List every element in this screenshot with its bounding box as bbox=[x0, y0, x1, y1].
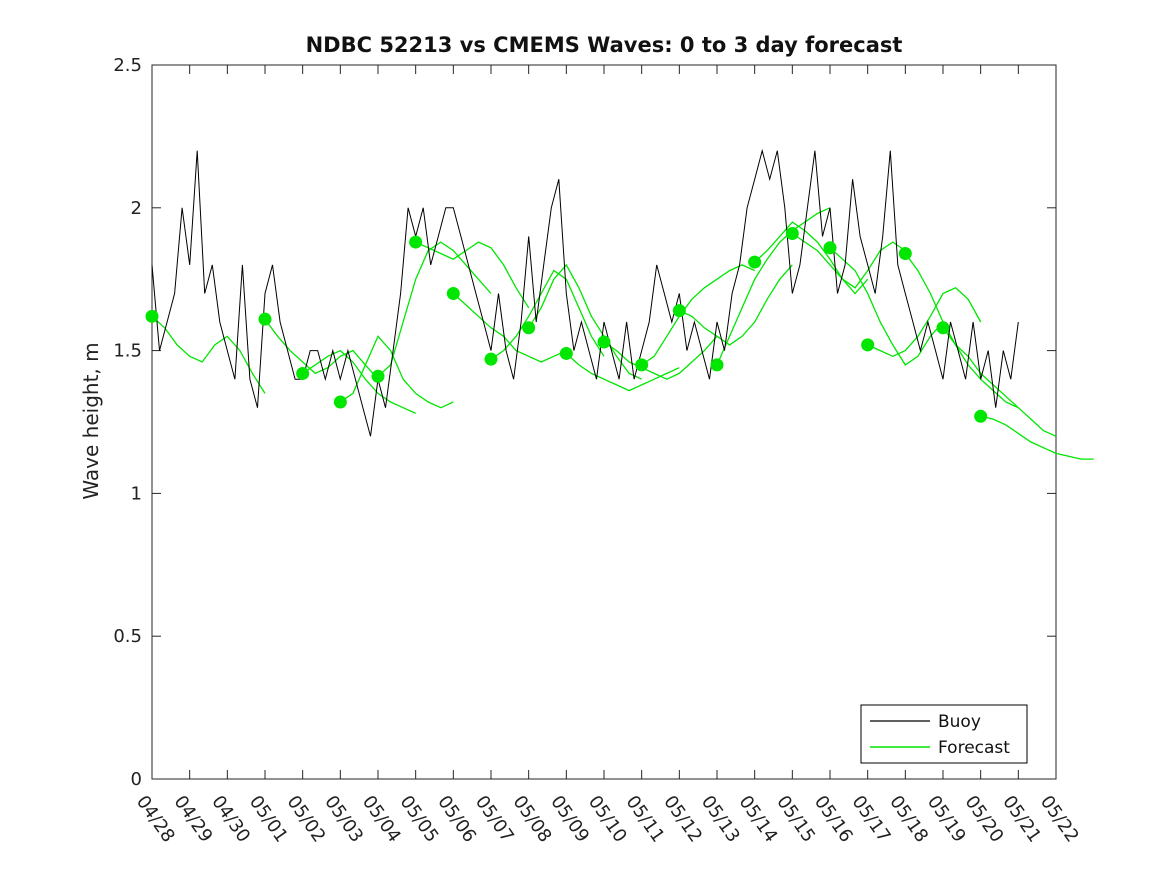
forecast-run-line bbox=[679, 264, 793, 346]
legend-entry-forecast: Forecast bbox=[938, 738, 1010, 758]
y-tick-label: 0 bbox=[131, 769, 142, 790]
forecast-run-line bbox=[791, 232, 906, 289]
series-layer bbox=[145, 148, 1094, 460]
forecast-start-marker bbox=[861, 338, 875, 352]
y-tick-label: 2 bbox=[131, 198, 142, 219]
forecast-start-marker bbox=[748, 255, 762, 269]
forecast-run-line bbox=[867, 287, 982, 358]
forecast-run-line bbox=[829, 247, 944, 366]
forecast-start-marker bbox=[785, 227, 799, 241]
forecast-start-marker bbox=[258, 312, 272, 326]
chart-title: NDBC 52213 vs CMEMS Waves: 0 to 3 day fo… bbox=[306, 33, 903, 57]
forecast-start-marker bbox=[559, 346, 573, 360]
forecast-run-line bbox=[377, 241, 492, 377]
forecast-run-line bbox=[754, 221, 869, 295]
forecast-run-line bbox=[641, 264, 755, 366]
forecast-start-marker bbox=[635, 358, 649, 372]
forecast-start-marker bbox=[484, 352, 498, 366]
y-tick-label: 0.5 bbox=[113, 626, 142, 647]
forecast-run-line bbox=[980, 415, 1094, 460]
forecast-start-marker bbox=[296, 366, 310, 380]
forecast-run-line bbox=[302, 349, 416, 414]
forecast-start-marker bbox=[597, 335, 611, 349]
forecast-start-marker bbox=[672, 304, 686, 318]
forecast-run-line bbox=[716, 207, 831, 366]
forecast-start-marker bbox=[823, 241, 837, 255]
forecast-run-line bbox=[904, 253, 1019, 409]
forecast-start-marker bbox=[333, 395, 347, 409]
forecast-start-marker bbox=[371, 369, 385, 383]
forecast-run-line bbox=[603, 335, 718, 380]
y-tick-label: 1.5 bbox=[113, 341, 142, 362]
y-tick-label: 2.5 bbox=[113, 55, 142, 76]
y-tick-label: 1 bbox=[131, 483, 142, 504]
forecast-start-marker bbox=[936, 321, 950, 335]
forecast-run-line bbox=[264, 318, 379, 380]
forecast-start-marker bbox=[974, 409, 988, 423]
buoy-line bbox=[151, 148, 1019, 437]
plot-area bbox=[151, 64, 1057, 780]
legend-entry-buoy: Buoy bbox=[938, 712, 981, 732]
forecast-run-line bbox=[339, 335, 454, 409]
y-axis-label: Wave height, m bbox=[79, 342, 103, 499]
forecast-start-marker bbox=[409, 235, 423, 249]
forecast-run-line bbox=[528, 263, 642, 380]
forecast-run-line bbox=[151, 315, 266, 394]
forecast-start-marker bbox=[446, 286, 460, 300]
forecast-start-marker bbox=[522, 321, 536, 335]
forecast-start-marker bbox=[898, 246, 912, 260]
forecast-run-line bbox=[490, 269, 605, 360]
forecast-run-line bbox=[942, 327, 1057, 437]
legend: Buoy Forecast bbox=[860, 704, 1028, 764]
legend-box bbox=[860, 704, 1028, 764]
forecast-start-marker bbox=[710, 358, 724, 372]
axes-box bbox=[151, 64, 1057, 780]
y-ticks: 0 0.5 1 1.5 2 2.5 bbox=[113, 55, 1056, 790]
forecast-start-marker bbox=[145, 309, 159, 323]
